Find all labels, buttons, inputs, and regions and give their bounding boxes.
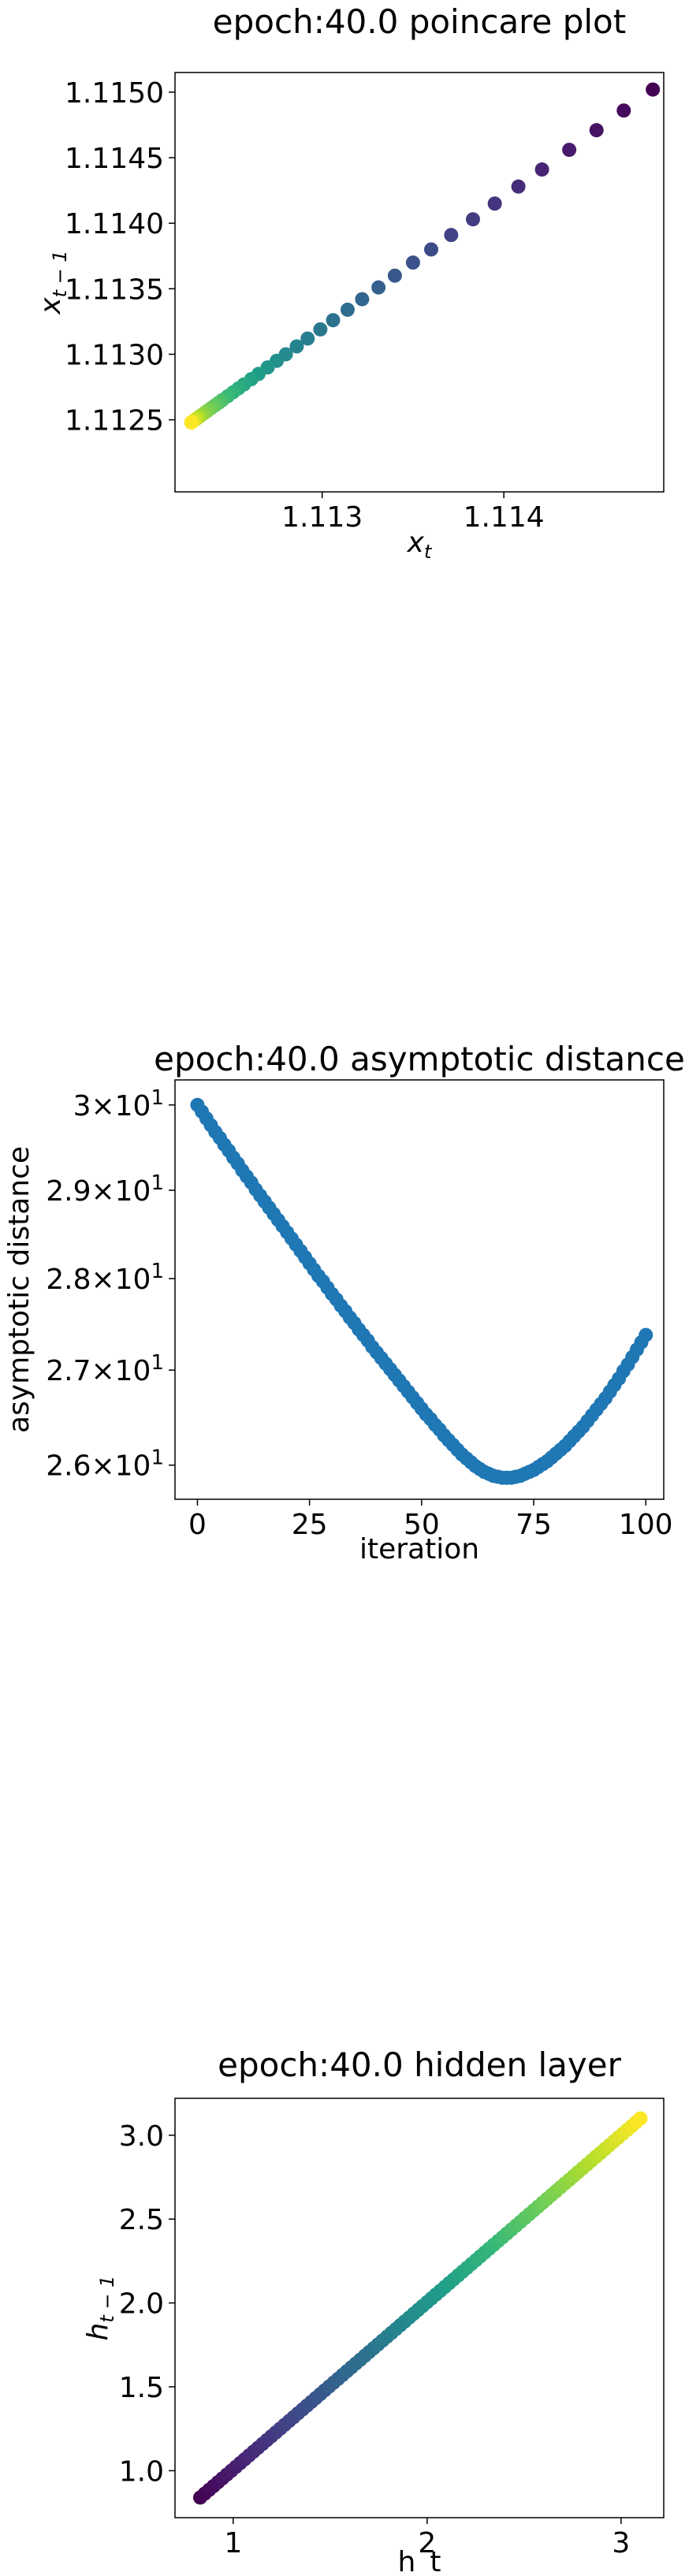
data-point bbox=[444, 228, 459, 243]
y-tick-label: 1.1130 bbox=[65, 339, 164, 371]
x-tick-label: 1.114 bbox=[464, 501, 545, 534]
chart-title: epoch:40.0 asymptotic distance bbox=[154, 1040, 685, 1078]
y-axis-ticks: 2.6×101 2.7×101 2.8×101 2.9×101 3×101 bbox=[46, 1086, 175, 1483]
data-point bbox=[616, 103, 631, 118]
x-axis-label: iteration bbox=[359, 1533, 479, 1565]
y-tick-label: 2.6×101 bbox=[46, 1446, 164, 1483]
data-point bbox=[289, 339, 304, 354]
x-axis-ticks: 1 2 3 bbox=[224, 2518, 630, 2559]
x-tick-label: 1 bbox=[224, 2527, 242, 2559]
x-tick-label: 3 bbox=[612, 2527, 630, 2559]
data-points bbox=[184, 82, 661, 430]
y-tick-label: 2.0 bbox=[119, 2288, 164, 2321]
y-tick-label: 1.1140 bbox=[65, 208, 164, 240]
chart-hidden-layer: epoch:40.0 hidden layer 1.01.52.02.53.0 … bbox=[82, 2046, 665, 2576]
y-tick-label: 2.7×101 bbox=[46, 1351, 164, 1387]
data-points bbox=[190, 1097, 653, 1485]
x-axis-ticks: 0 25 50 75 100 bbox=[188, 1499, 673, 1541]
data-point bbox=[633, 2111, 648, 2126]
y-tick-label: 2.5 bbox=[119, 2204, 164, 2236]
data-point bbox=[511, 179, 526, 194]
x-tick-label: 0 bbox=[188, 1509, 207, 1541]
y-axis-ticks: 1.1125 1.1130 1.1135 1.1140 1.1145 1.1150 bbox=[65, 77, 175, 437]
plot-frame bbox=[174, 72, 665, 493]
data-point bbox=[405, 255, 420, 270]
data-point bbox=[326, 313, 341, 328]
data-point bbox=[534, 162, 549, 177]
y-tick-label: 1.1125 bbox=[65, 405, 164, 437]
plot-frame bbox=[174, 1079, 665, 1500]
y-tick-label: 1.0 bbox=[119, 2455, 164, 2488]
y-axis-label: ht − 1 bbox=[82, 2276, 118, 2341]
chart-title: epoch:40.0 poincare plot bbox=[213, 2, 626, 41]
data-point bbox=[589, 123, 604, 138]
data-point bbox=[371, 280, 386, 295]
x-axis-ticks: 1.113 1.114 bbox=[281, 492, 545, 534]
y-axis-label: xt − 1 bbox=[35, 250, 71, 315]
plot-frame bbox=[174, 2098, 665, 2518]
x-tick-label: 100 bbox=[619, 1509, 673, 1541]
data-point bbox=[340, 302, 355, 317]
data-point bbox=[355, 292, 370, 307]
data-point bbox=[184, 415, 199, 430]
y-axis-ticks: 1.0 1.5 2.0 2.5 3.0 bbox=[119, 2120, 175, 2488]
data-point bbox=[487, 196, 502, 211]
y-tick-label: 1.1150 bbox=[65, 77, 164, 110]
data-point bbox=[562, 143, 577, 158]
data-points bbox=[192, 2111, 648, 2505]
y-tick-label: 2.8×101 bbox=[46, 1260, 164, 1296]
x-tick-label: 50 bbox=[404, 1509, 440, 1541]
data-point bbox=[387, 268, 402, 283]
data-point bbox=[646, 82, 661, 97]
x-axis-label: xt bbox=[407, 527, 433, 563]
x-tick-label: 2 bbox=[418, 2527, 436, 2559]
data-point bbox=[465, 212, 480, 227]
chart-poincare: epoch:40.0 poincare plot 1.11251.11301.1… bbox=[35, 2, 665, 563]
data-point bbox=[423, 242, 438, 257]
y-tick-label: 3×101 bbox=[73, 1086, 164, 1122]
y-tick-label: 1.1145 bbox=[65, 143, 164, 175]
data-point bbox=[639, 1327, 653, 1342]
chart-asymptotic-distance: epoch:40.0 asymptotic distance 2.6×1012.… bbox=[3, 1040, 685, 1565]
y-tick-label: 2.9×101 bbox=[46, 1171, 164, 1208]
data-point bbox=[313, 322, 328, 337]
x-axis-label: h_t bbox=[398, 2546, 441, 2576]
chart-title: epoch:40.0 hidden layer bbox=[218, 2046, 621, 2084]
y-axis-label: asymptotic distance bbox=[3, 1146, 35, 1433]
y-tick-label: 3.0 bbox=[119, 2120, 164, 2153]
data-point bbox=[300, 331, 315, 346]
x-tick-label: 25 bbox=[292, 1509, 328, 1541]
x-tick-label: 75 bbox=[516, 1509, 552, 1541]
y-tick-label: 1.5 bbox=[119, 2372, 164, 2404]
y-tick-label: 1.1135 bbox=[65, 274, 164, 306]
x-tick-label: 1.113 bbox=[281, 501, 363, 534]
